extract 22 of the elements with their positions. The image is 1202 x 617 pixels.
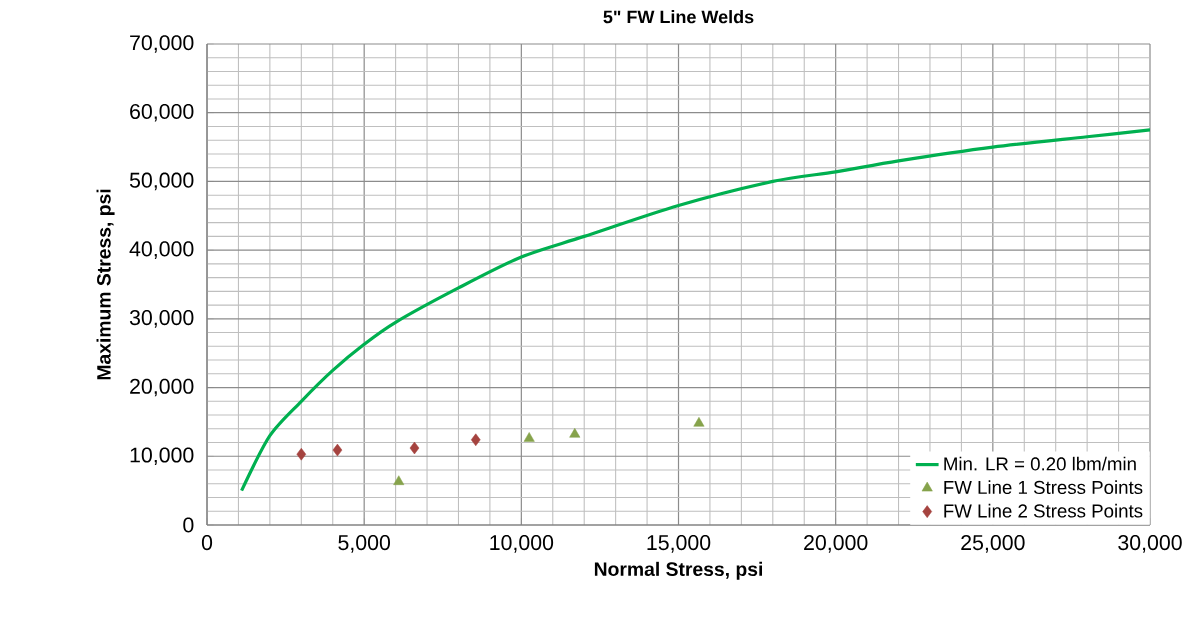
legend-label: FW Line 1 Stress Points — [944, 480, 1143, 495]
x-tick-label: 25,000 — [961, 535, 1025, 553]
x-tick-label: 5,000 — [338, 535, 391, 553]
chart-title: 5" FW Line Welds — [603, 10, 754, 24]
x-axis-title: Normal Stress, psi — [594, 561, 762, 580]
x-tick-label: 15,000 — [647, 535, 711, 553]
legend-label: Min. LR = 0.20 lbm/min — [944, 456, 1136, 471]
y-tick-label: 40,000 — [129, 241, 194, 259]
legend-label: FW Line 2 Stress Points — [944, 503, 1143, 518]
y-tick-label: 70,000 — [130, 35, 194, 53]
x-tick-label: 10,000 — [490, 535, 554, 553]
y-tick-label: 60,000 — [130, 103, 194, 122]
y-axis-title: Maximum Stress, psi — [96, 189, 115, 380]
y-tick-label: 30,000 — [129, 310, 194, 328]
y-tick-label: 20,000 — [130, 378, 194, 397]
x-tick-label: 20,000 — [804, 535, 868, 553]
x-tick-label: 30,000 — [1118, 535, 1182, 553]
x-tick-label: 0 — [201, 535, 213, 551]
line-series — [239, 128, 1150, 493]
y-tick-label: 50,000 — [129, 172, 194, 191]
y-tick-label: 10,000 — [130, 447, 194, 466]
y-tick-label: 0 — [183, 517, 194, 533]
